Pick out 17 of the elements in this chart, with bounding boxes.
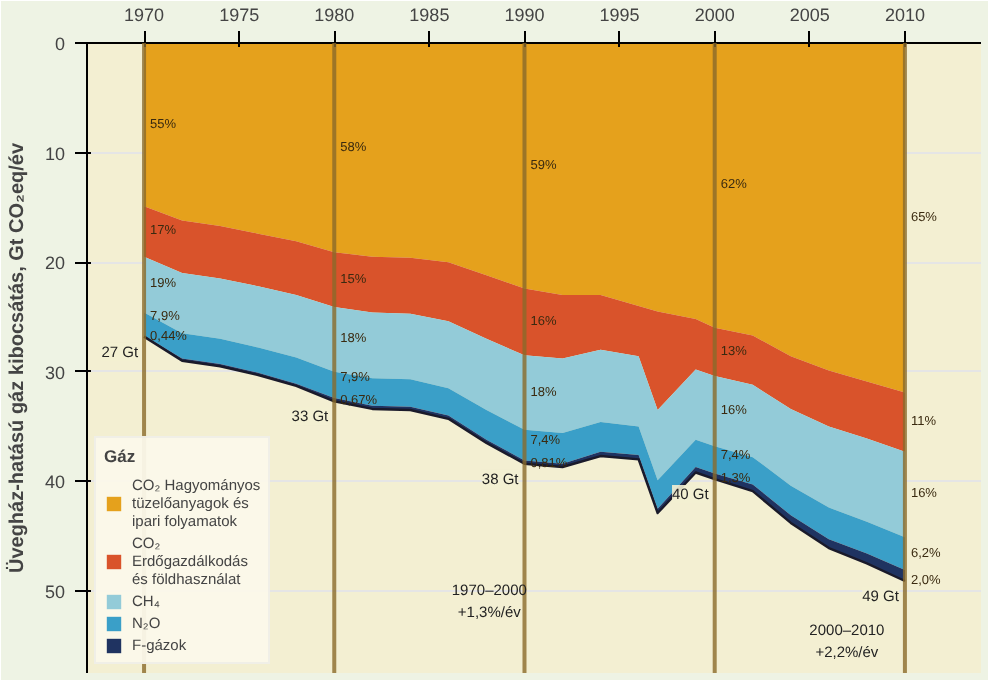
x-tick-label: 1980 [314, 5, 355, 25]
y-tick-label: 50 [44, 581, 66, 602]
legend-title: Gáz [104, 446, 138, 466]
y-axis-title: Üvegház-hatású gáz kibocsátás, Gt CO₂eq/év [4, 142, 29, 574]
y-tick-label: 30 [44, 362, 66, 383]
x-tick-label: 1995 [599, 5, 640, 25]
y-tick-label: 10 [44, 143, 66, 164]
x-tick-label: 1970 [124, 5, 165, 25]
y-tick-label: 0 [54, 34, 66, 54]
y-tick-label: 20 [44, 253, 66, 274]
x-tick-label: 1975 [219, 5, 260, 25]
y-tick-label: 40 [44, 472, 66, 493]
x-tick-label: 1985 [409, 5, 450, 25]
x-tick-label: 2010 [884, 5, 925, 25]
x-tick-label: 2005 [789, 5, 830, 25]
x-tick-label: 1990 [504, 5, 545, 25]
x-tick-label: 2000 [694, 5, 735, 25]
